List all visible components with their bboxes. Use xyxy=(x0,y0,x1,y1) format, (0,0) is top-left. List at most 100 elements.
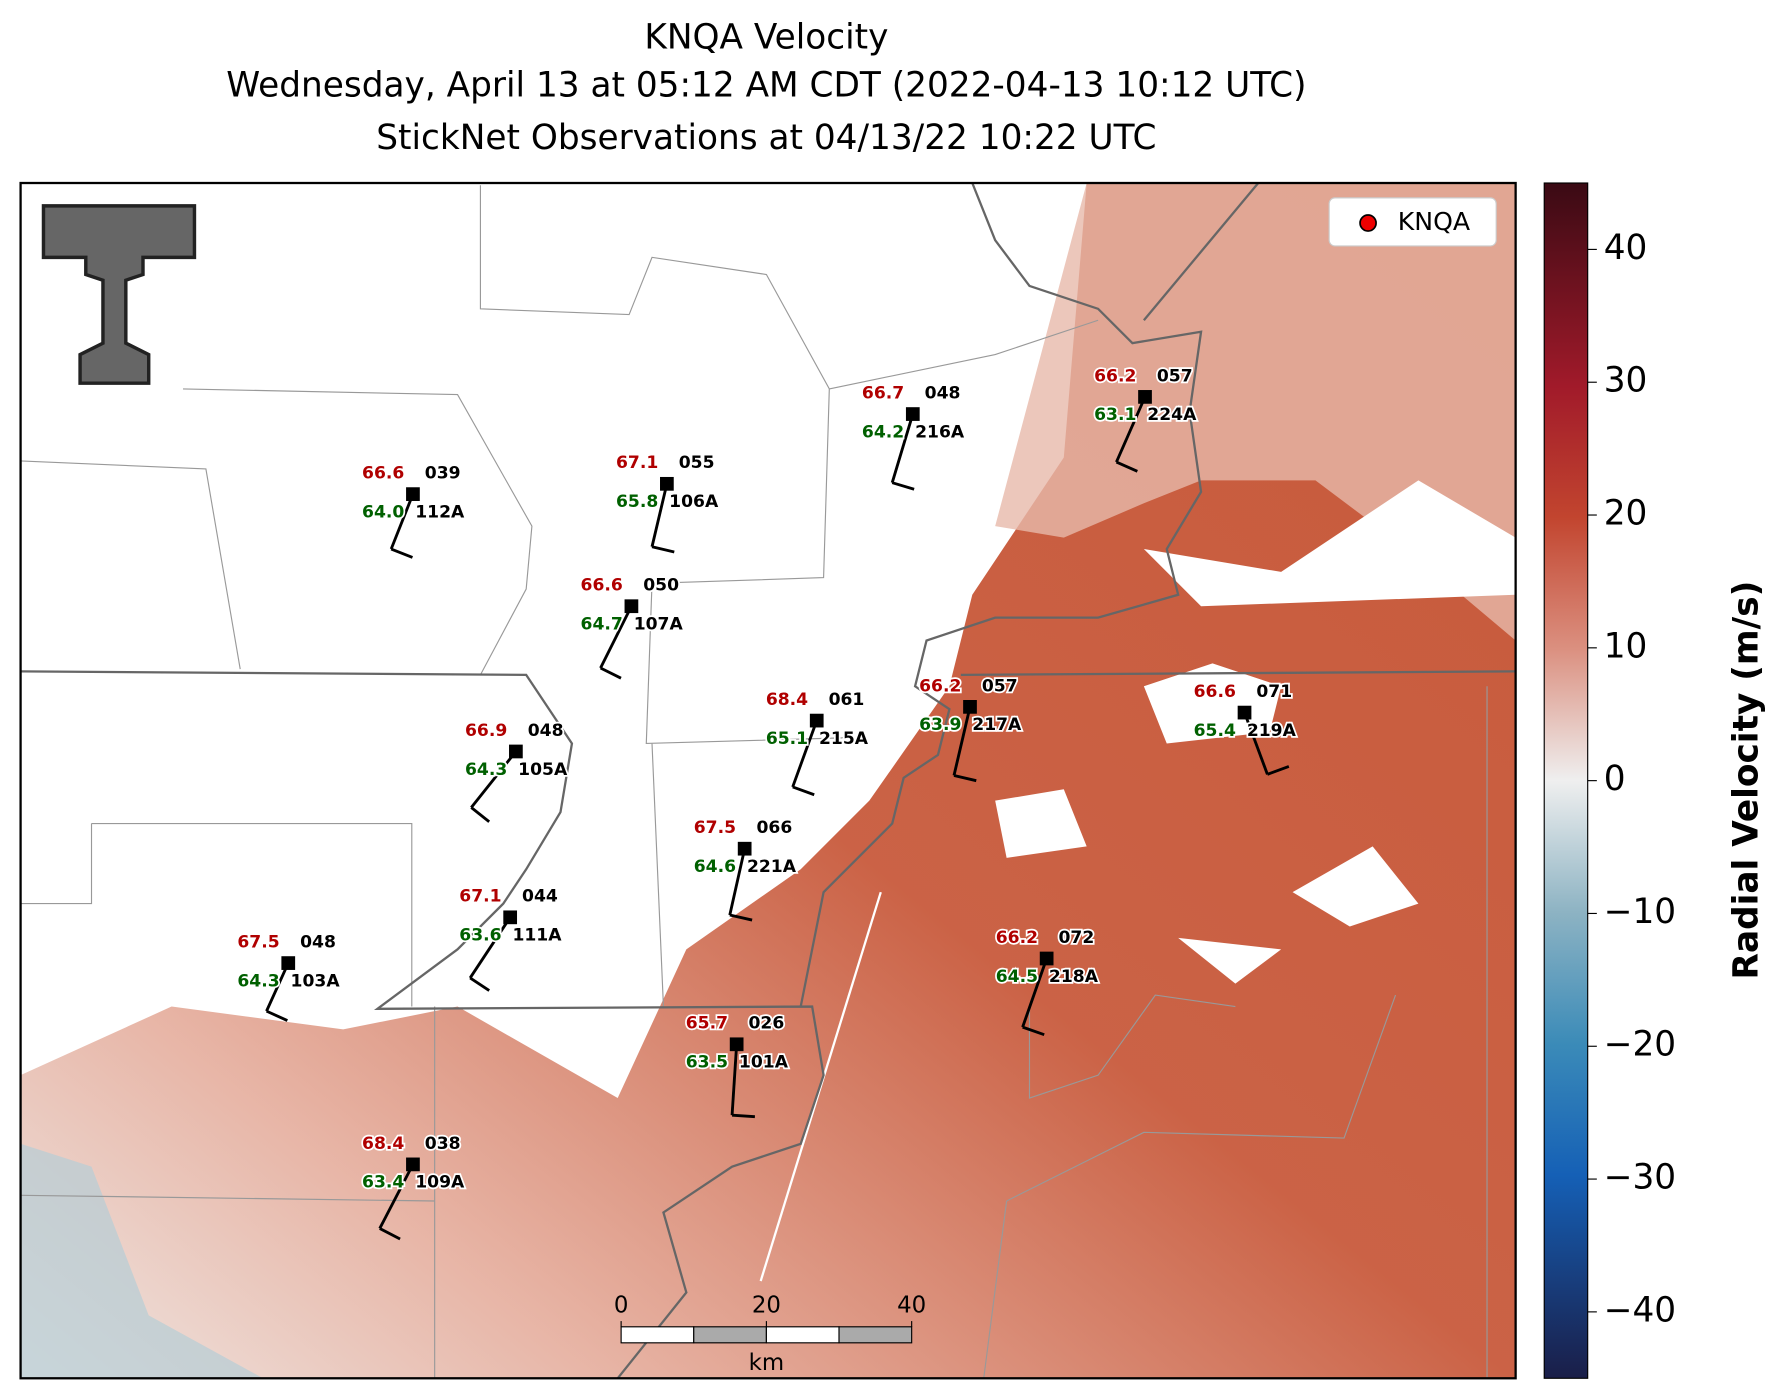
station-marker xyxy=(406,1157,420,1172)
station-code: 048 xyxy=(528,721,564,741)
colorbar-tick-label: −30 xyxy=(1604,1158,1676,1198)
scale-tick-label: 0 xyxy=(614,1293,629,1319)
radar-field xyxy=(20,183,1516,1379)
colorbar-label: Radial Velocity (m/s) xyxy=(1726,581,1766,980)
station-code: 057 xyxy=(1157,366,1193,386)
dewpoint: 64.2 xyxy=(862,422,904,442)
wind-barb xyxy=(1021,958,1048,1028)
station-id: 215A xyxy=(819,729,869,749)
station-code: 039 xyxy=(425,464,461,484)
dewpoint: 64.5 xyxy=(996,967,1038,987)
barb-flag xyxy=(265,1009,288,1022)
station-id: 101A xyxy=(739,1053,789,1073)
station-marker xyxy=(503,910,518,925)
barb-flag xyxy=(379,1227,401,1241)
station-marker xyxy=(281,956,296,970)
dewpoint: 64.6 xyxy=(694,857,736,877)
barb-flag xyxy=(469,976,491,992)
station-code: 055 xyxy=(679,453,715,473)
barb-flag xyxy=(1022,1025,1045,1037)
dewpoint: 65.4 xyxy=(1194,721,1236,741)
station-code: 026 xyxy=(749,1014,785,1034)
colorbar-tick-label: 40 xyxy=(1604,228,1648,268)
colorbar-tick-label: 0 xyxy=(1604,759,1626,799)
dewpoint: 64.3 xyxy=(465,760,507,780)
station-marker xyxy=(406,487,420,501)
wind-barb xyxy=(1115,396,1147,463)
wind-barb xyxy=(378,1163,415,1230)
station-code: 050 xyxy=(643,576,679,596)
dewpoint: 63.4 xyxy=(362,1173,404,1193)
temperature: 68.4 xyxy=(362,1134,404,1154)
station-marker xyxy=(737,841,752,856)
colorbar-tick-label: 20 xyxy=(1604,494,1648,534)
dewpoint: 65.1 xyxy=(766,729,808,749)
dewpoint: 64.0 xyxy=(362,502,404,522)
temperature: 66.2 xyxy=(919,676,961,696)
scale-segment xyxy=(838,1326,913,1344)
station-marker xyxy=(729,1037,744,1052)
station-marker xyxy=(509,744,523,759)
temperature: 66.2 xyxy=(1094,366,1136,386)
temperature: 67.5 xyxy=(694,818,736,838)
dewpoint: 65.8 xyxy=(616,492,658,512)
wind-barb xyxy=(650,483,669,548)
station-code: 038 xyxy=(425,1134,461,1154)
station-id: 106A xyxy=(669,492,719,512)
barb-flag xyxy=(1115,460,1138,473)
station-id: 219A xyxy=(1247,721,1297,741)
wind-barb xyxy=(468,916,512,979)
scale-unit: km xyxy=(749,1350,785,1376)
colorbar-tick-label: −40 xyxy=(1604,1290,1676,1330)
wind-barb xyxy=(389,493,415,550)
station-id: 216A xyxy=(915,422,965,442)
station-marker xyxy=(1039,951,1054,966)
wind-barb xyxy=(265,962,290,1012)
station-id: 109A xyxy=(415,1173,465,1193)
county-borders xyxy=(20,185,1488,1379)
colorbar xyxy=(1543,182,1589,1379)
wind-barb xyxy=(952,706,972,776)
dewpoint: 64.7 xyxy=(581,615,623,635)
station-code: 066 xyxy=(757,818,793,838)
dewpoint: 64.3 xyxy=(237,971,279,991)
temperature: 66.6 xyxy=(362,464,404,484)
barb-flag xyxy=(470,806,491,823)
station-marker xyxy=(905,407,920,421)
legend: KNQA xyxy=(1328,197,1497,247)
colorbar-tick-label: −20 xyxy=(1604,1025,1676,1065)
colorbar-tick-label: −10 xyxy=(1604,892,1676,932)
station-marker xyxy=(1237,705,1252,720)
station-code: 057 xyxy=(982,676,1018,696)
barb-flag xyxy=(1266,765,1290,776)
wind-barb xyxy=(890,413,915,484)
colorbar-tick-label: 10 xyxy=(1604,626,1648,666)
station-code: 048 xyxy=(300,932,336,952)
temperature: 65.7 xyxy=(686,1014,728,1034)
logo xyxy=(41,204,197,385)
dewpoint: 63.6 xyxy=(459,926,501,946)
station-id: 218A xyxy=(1049,967,1099,987)
station-code: 071 xyxy=(1256,682,1292,702)
station-code: 048 xyxy=(925,383,961,403)
station-id: 105A xyxy=(518,760,568,780)
station-id: 224A xyxy=(1147,405,1197,425)
map-frame xyxy=(19,181,1517,1380)
station-marker xyxy=(809,713,824,728)
barb-flag xyxy=(729,913,753,922)
scale-segment xyxy=(765,1326,840,1344)
station-code: 061 xyxy=(829,690,865,710)
scale-tick-label: 40 xyxy=(897,1293,926,1319)
temperature: 66.6 xyxy=(1194,682,1236,702)
station-id: 217A xyxy=(972,715,1022,735)
dewpoint: 63.5 xyxy=(686,1053,728,1073)
station-id: 112A xyxy=(415,502,465,522)
barb-flag xyxy=(599,666,622,680)
station-marker xyxy=(624,599,639,614)
temperature: 68.4 xyxy=(766,690,808,710)
wind-barb xyxy=(470,750,518,809)
station-code: 072 xyxy=(1058,928,1094,948)
scale-bar: 0 20 40 km xyxy=(614,1293,926,1376)
station-id: 107A xyxy=(634,615,684,635)
